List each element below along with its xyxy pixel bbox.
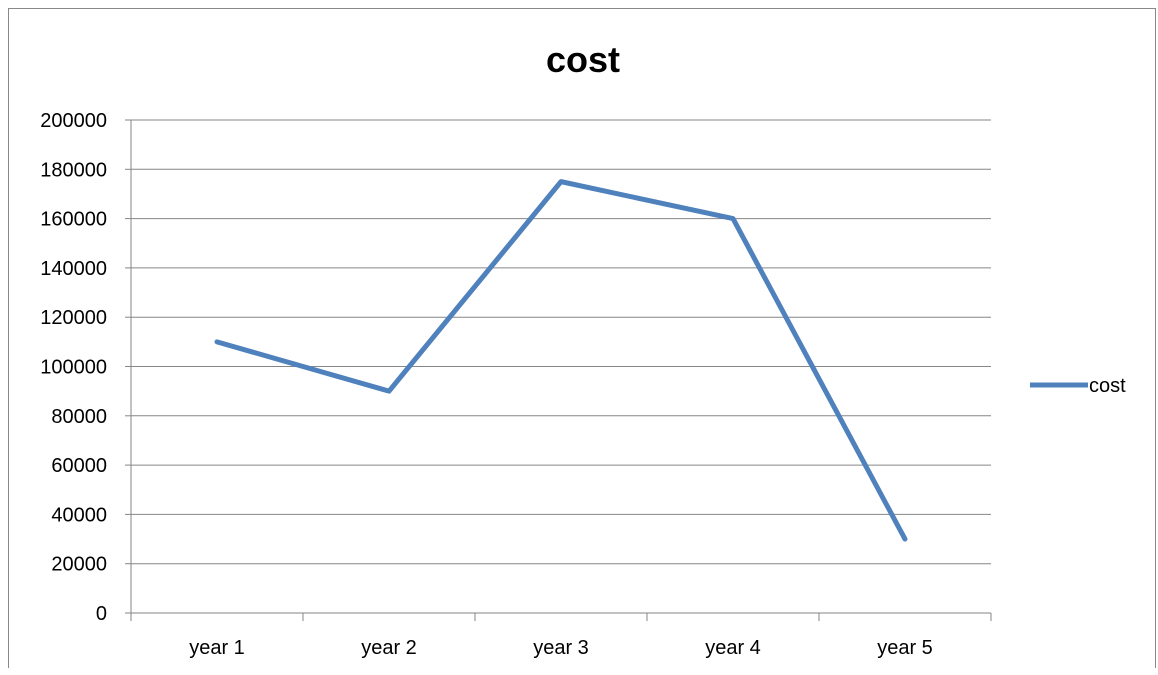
x-tick-label: year 1: [189, 637, 245, 659]
x-tick-label: year 5: [877, 637, 933, 659]
y-tick-label: 180000: [40, 159, 107, 181]
chart-title: cost: [546, 39, 620, 80]
y-tick-label: 20000: [51, 554, 107, 576]
legend: cost: [1030, 375, 1126, 397]
y-tick-label: 80000: [51, 406, 107, 428]
y-tick-label: 160000: [40, 209, 107, 231]
x-tick-label: year 2: [361, 637, 417, 659]
x-tick-label: year 4: [705, 637, 761, 659]
x-tick-labels: year 1 year 2 year 3 year 4 year 5: [189, 637, 933, 659]
y-tick-label: 100000: [40, 357, 107, 379]
y-tick-label: 120000: [40, 307, 107, 329]
chart-frame: [8, 8, 1156, 668]
gridlines: [131, 119, 991, 565]
legend-label: cost: [1089, 375, 1126, 397]
y-tick-label: 140000: [40, 258, 107, 280]
y-tick-label: 200000: [40, 110, 107, 132]
y-tick-label: 40000: [51, 504, 107, 526]
y-tick-label: 60000: [51, 455, 107, 477]
y-tick-label: 0: [96, 603, 107, 625]
series-layer: [214, 179, 908, 542]
y-tick-labels: 0 20000 40000 60000 80000 100000 120000 140000 1…: [40, 110, 107, 625]
series-line-cost: [214, 179, 908, 542]
axes: [125, 119, 992, 621]
x-tick-label: year 3: [533, 637, 589, 659]
